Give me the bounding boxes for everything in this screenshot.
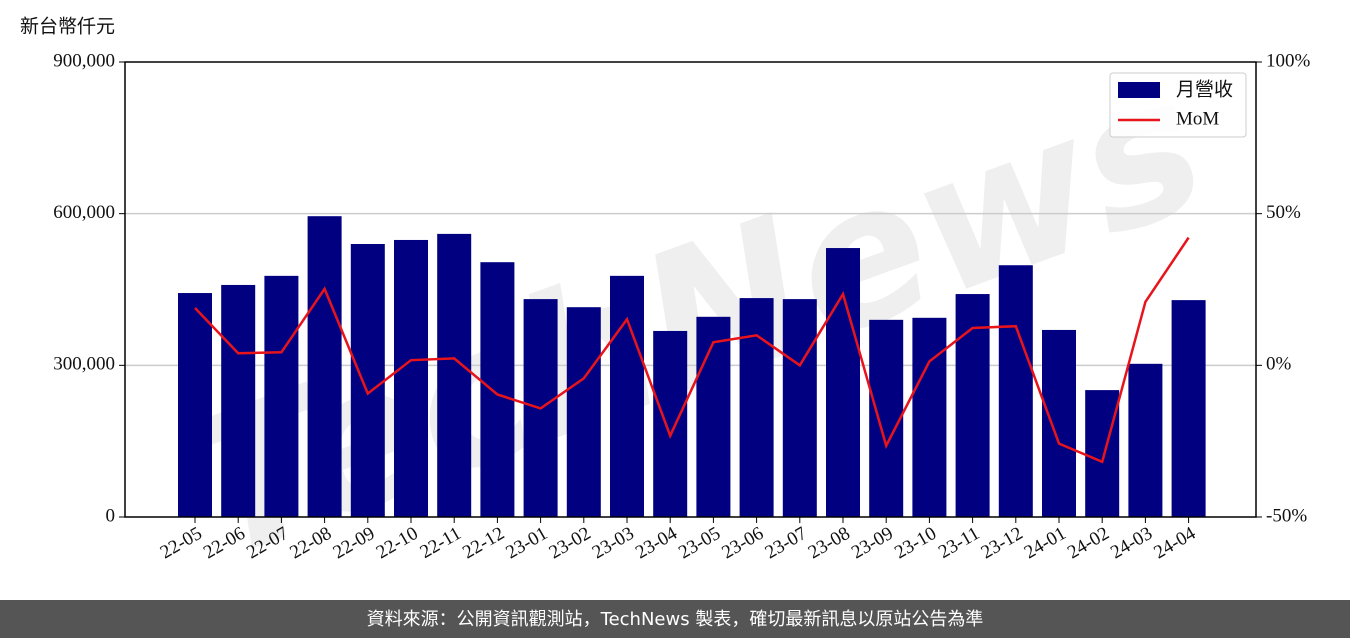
x-tick-label: 23-02 bbox=[546, 523, 595, 563]
y2-tick-label: 0% bbox=[1266, 354, 1292, 375]
bar bbox=[998, 265, 1033, 517]
x-tick-label: 23-10 bbox=[891, 523, 940, 563]
x-tick-label: 23-06 bbox=[718, 523, 767, 563]
x-tick-label: 24-01 bbox=[1021, 523, 1070, 563]
x-tick-label: 22-12 bbox=[459, 523, 508, 563]
bar bbox=[264, 275, 299, 517]
legend-label: 月營收 bbox=[1176, 79, 1233, 101]
x-tick-label: 23-09 bbox=[848, 523, 897, 563]
footer: 資料來源：公開資訊觀測站，TechNews 製表，確切最新訊息以原站公告為準 bbox=[367, 609, 984, 630]
y-tick-label: 300,000 bbox=[53, 354, 115, 375]
footer-bar bbox=[0, 600, 1350, 638]
x-tick-label: 24-03 bbox=[1107, 523, 1156, 563]
bar bbox=[437, 233, 472, 517]
x-tick-label: 23-04 bbox=[632, 523, 681, 564]
bar bbox=[826, 248, 860, 518]
x-tick-label: 23-12 bbox=[978, 523, 1027, 563]
bar bbox=[480, 262, 515, 517]
bar bbox=[1128, 363, 1163, 517]
y-tick-label: 0 bbox=[106, 505, 116, 526]
bar bbox=[739, 298, 774, 517]
bar bbox=[350, 244, 385, 517]
bar bbox=[1085, 390, 1120, 517]
bar bbox=[869, 319, 904, 517]
bar bbox=[653, 330, 688, 517]
legend-label: MoM bbox=[1176, 108, 1219, 129]
bar bbox=[566, 307, 601, 517]
x-tick-label: 23-05 bbox=[675, 523, 724, 563]
bar bbox=[955, 294, 990, 517]
x-tick-label: 24-02 bbox=[1064, 523, 1113, 563]
bar bbox=[307, 216, 342, 517]
bar bbox=[394, 239, 428, 517]
line bbox=[194, 236, 1190, 464]
bar bbox=[610, 275, 644, 517]
x-tick-label: 23-03 bbox=[589, 523, 638, 563]
plot-frame bbox=[124, 61, 1257, 518]
bar bbox=[1042, 329, 1076, 517]
y2-tick-label: 50% bbox=[1266, 202, 1301, 223]
bar bbox=[1171, 300, 1206, 517]
bar bbox=[221, 284, 256, 517]
x-tick-label: 24-04 bbox=[1150, 523, 1199, 564]
x-tick-label: 22-05 bbox=[157, 523, 206, 563]
bar bbox=[912, 317, 947, 517]
bar bbox=[696, 316, 731, 517]
bar bbox=[782, 299, 817, 517]
bar bbox=[178, 293, 212, 517]
x-tick-label: 23-11 bbox=[935, 523, 983, 563]
y-axis-label: 新台幣仟元 bbox=[20, 16, 115, 38]
x-tick-label: 23-01 bbox=[502, 523, 551, 563]
legend-swatch bbox=[1118, 82, 1160, 98]
x-tick-label: 23-07 bbox=[762, 523, 811, 563]
y2-tick-label: 100% bbox=[1266, 50, 1311, 71]
x-tick-label: 23-08 bbox=[805, 523, 854, 563]
y-tick-label: 900,000 bbox=[53, 50, 115, 71]
y-tick-label: 600,000 bbox=[53, 202, 115, 223]
y2-tick-label: -50% bbox=[1266, 505, 1307, 526]
